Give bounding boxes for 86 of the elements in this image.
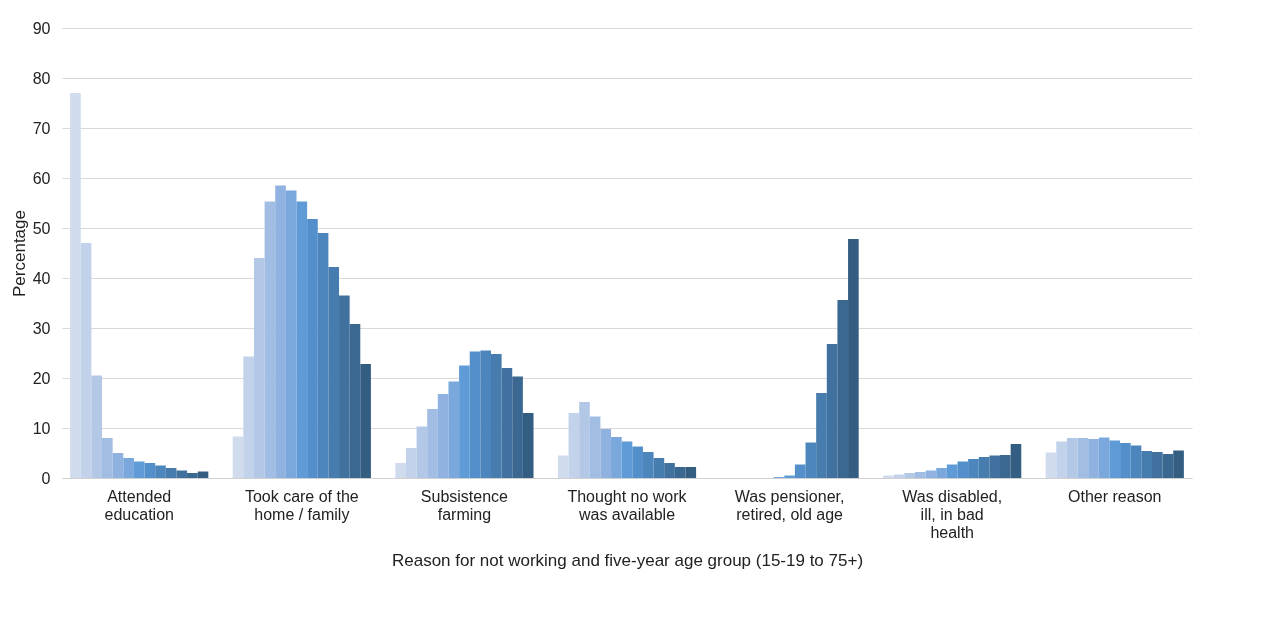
y-tick-label: 30 bbox=[32, 319, 51, 337]
bar bbox=[490, 354, 502, 478]
bar bbox=[826, 344, 838, 478]
bar bbox=[589, 416, 601, 478]
x-tick-label: Attended education bbox=[104, 487, 174, 523]
bar bbox=[123, 458, 134, 478]
y-axis-title: Percentage bbox=[9, 210, 29, 297]
bar bbox=[1130, 445, 1142, 478]
y-tick-label: 80 bbox=[32, 69, 51, 87]
bar bbox=[568, 413, 580, 478]
bar bbox=[805, 442, 817, 478]
bar bbox=[91, 375, 103, 478]
bar bbox=[416, 426, 428, 478]
bar bbox=[349, 324, 361, 478]
bar bbox=[176, 470, 188, 478]
bar bbox=[1098, 437, 1110, 478]
bar bbox=[102, 438, 113, 478]
bar bbox=[317, 233, 329, 478]
bar bbox=[642, 452, 654, 478]
bar bbox=[328, 267, 340, 478]
bar bbox=[978, 457, 990, 478]
bar bbox=[837, 300, 849, 478]
bar bbox=[360, 364, 371, 478]
bar bbox=[936, 468, 947, 478]
bar bbox=[1045, 452, 1057, 478]
bar bbox=[816, 393, 827, 478]
bar bbox=[1066, 438, 1078, 478]
bar bbox=[989, 455, 1001, 478]
bar bbox=[653, 458, 665, 478]
bar bbox=[1000, 455, 1011, 478]
bar bbox=[522, 413, 534, 478]
x-tick-label: Took care of the home / family bbox=[244, 487, 359, 523]
y-tick-label: 10 bbox=[32, 419, 51, 437]
bar bbox=[70, 93, 81, 478]
bar bbox=[253, 258, 265, 478]
bar bbox=[611, 437, 622, 478]
bar bbox=[904, 473, 915, 478]
y-tick-label: 90 bbox=[32, 19, 51, 37]
bar bbox=[1151, 452, 1163, 478]
bar bbox=[848, 239, 859, 478]
bar bbox=[395, 463, 406, 478]
x-tick-label: Was pensioner, retired, old age bbox=[734, 487, 845, 523]
y-tick-label: 50 bbox=[32, 219, 51, 237]
y-tick-label: 60 bbox=[32, 169, 51, 187]
bar bbox=[968, 459, 979, 478]
bar bbox=[674, 467, 686, 478]
bar bbox=[480, 350, 491, 478]
bar bbox=[1010, 444, 1022, 478]
bar bbox=[232, 436, 244, 478]
y-tick-label: 0 bbox=[41, 469, 51, 487]
bar bbox=[1141, 451, 1152, 478]
bar bbox=[80, 243, 92, 478]
bar bbox=[405, 448, 417, 478]
x-tick-label: Other reason bbox=[1068, 487, 1162, 505]
bar bbox=[264, 201, 276, 478]
y-tick-label: 20 bbox=[32, 369, 51, 387]
bar bbox=[1077, 438, 1089, 478]
bar bbox=[285, 190, 297, 478]
x-axis-title: Reason for not working and five-year age group (15-19 to 75+) bbox=[391, 550, 864, 570]
bar bbox=[501, 368, 513, 478]
bar bbox=[155, 465, 166, 478]
y-tick-label: 70 bbox=[32, 119, 51, 137]
bar bbox=[1162, 454, 1174, 478]
x-tick-label: Subsistence farming bbox=[420, 487, 509, 523]
bar bbox=[1056, 441, 1067, 478]
bar bbox=[275, 185, 286, 478]
bar bbox=[448, 381, 460, 478]
bar bbox=[112, 453, 124, 478]
y-tick-label: 40 bbox=[32, 269, 51, 287]
bar bbox=[1088, 439, 1099, 478]
bar bbox=[512, 376, 523, 478]
bar bbox=[437, 394, 449, 478]
bar bbox=[685, 467, 697, 478]
bar bbox=[339, 295, 350, 478]
bar bbox=[243, 356, 254, 478]
bar bbox=[579, 402, 590, 478]
bar bbox=[165, 468, 177, 478]
bar bbox=[427, 409, 438, 478]
bar bbox=[914, 472, 926, 478]
x-tick-label: Thought no work was available bbox=[567, 487, 688, 523]
bar bbox=[187, 473, 198, 478]
bar bbox=[600, 429, 612, 478]
bar bbox=[664, 463, 675, 478]
bar bbox=[557, 455, 569, 478]
x-tick-label: Was disabled, ill, in bad health bbox=[902, 487, 1003, 541]
bar bbox=[1173, 450, 1184, 478]
